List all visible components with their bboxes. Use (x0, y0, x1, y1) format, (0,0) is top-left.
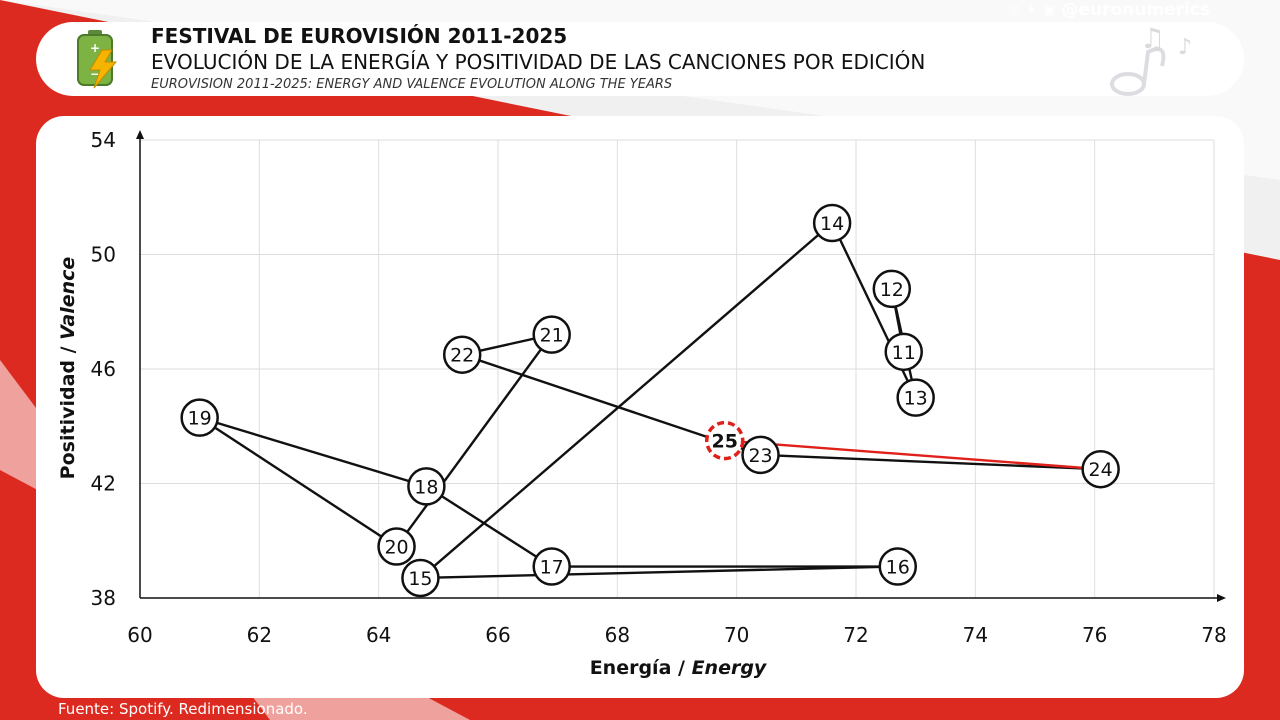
social-bar: ◎ ✦ ▣ @euronumerics (1009, 0, 1210, 20)
y-axis-title: Positividad / Valence (57, 256, 79, 480)
edition-marker (532, 315, 571, 354)
edition-label: 17 (540, 557, 564, 579)
social-handle[interactable]: @euronumerics (1061, 0, 1210, 20)
edition-label: 24 (1089, 459, 1113, 481)
trajectory-segment (724, 439, 1101, 471)
edition-label: 21 (540, 325, 564, 347)
chart-subtitle-english: EUROVISION 2011-2025: ENERGY AND VALENCE… (151, 77, 673, 92)
x-axis-title: Energía / Energy (589, 657, 767, 679)
edition-marker (180, 398, 219, 437)
x-tick-label: 74 (963, 623, 988, 647)
edition-label: 14 (820, 213, 844, 235)
edition-label: 20 (384, 536, 408, 558)
edition-marker (377, 527, 416, 566)
y-axis-arrow (136, 130, 144, 139)
x-tick-label: 68 (605, 623, 630, 647)
x-tick-label: 70 (724, 623, 749, 647)
edition-marker (878, 547, 918, 586)
trajectory-segment (395, 333, 553, 548)
x-axis-arrow (1217, 594, 1226, 602)
y-tick-label: 50 (91, 243, 116, 267)
svg-text:−: − (90, 67, 100, 81)
edition-marker (407, 467, 446, 506)
trajectory-segment (420, 565, 898, 580)
edition-label: 19 (188, 408, 212, 430)
edition-marker (896, 378, 935, 417)
chart-card: 60 62 64 66 68 70 72 74 76 78 38 42 46 50 54 11 12 13 14 1… (36, 116, 1244, 698)
edition-label: 13 (904, 388, 928, 410)
tick-labels: 60 62 64 66 68 70 72 74 76 78 38 42 46 50 54 (91, 128, 1227, 647)
x-tick-label: 72 (843, 623, 868, 647)
trajectory (199, 222, 1101, 580)
edition-marker (401, 558, 440, 598)
trajectory-segment (199, 416, 398, 548)
y-tick-label: 46 (91, 357, 116, 381)
music-notes-icon: ♫ ♪ (1110, 22, 1192, 96)
trajectory-segment (831, 222, 917, 399)
edition-marker (442, 335, 482, 374)
battery-icon: + − (77, 30, 118, 89)
edition-marker (741, 435, 780, 475)
edition-marker (872, 269, 912, 309)
trajectory-segment (199, 416, 427, 488)
facebook-icon[interactable]: ▣ (1043, 2, 1056, 18)
edition-marker (1081, 449, 1120, 489)
edition-marker (704, 420, 745, 461)
edition-label: 23 (748, 445, 772, 467)
edition-label: 22 (450, 345, 474, 367)
trajectory-segment (425, 485, 553, 568)
trajectory-segment (419, 222, 833, 579)
chart-subtitle: EVOLUCIÓN DE LA ENERGÍA Y POSITIVIDAD DE… (151, 50, 926, 74)
edition-label: 25 (712, 431, 738, 453)
trajectory-segment (760, 453, 1101, 471)
source-note: Fuente: Spotify. Redimensionado. (58, 700, 308, 718)
svg-text:♪: ♪ (1178, 35, 1192, 60)
edition-marker (812, 203, 852, 243)
y-tick-label: 38 (91, 586, 116, 610)
x-tick-label: 64 (366, 623, 391, 647)
x-tick-label: 78 (1201, 623, 1226, 647)
x-tick-label: 60 (127, 623, 152, 647)
axes (136, 130, 1226, 602)
edition-label: 11 (892, 342, 916, 364)
chart-title: FESTIVAL DE EUROVISIÓN 2011-2025 (151, 24, 568, 48)
edition-label: 16 (886, 557, 910, 579)
x-tick-label: 76 (1082, 623, 1107, 647)
x-tick-label: 62 (247, 623, 272, 647)
edition-label: 18 (414, 476, 438, 498)
svg-text:+: + (90, 41, 100, 55)
svg-text:♫: ♫ (1140, 22, 1165, 55)
header-card (36, 22, 1244, 96)
edition-marker (532, 547, 571, 586)
edition-label: 15 (408, 568, 432, 590)
edition-marker (884, 332, 923, 372)
instagram-icon[interactable]: ◎ (1008, 2, 1021, 18)
grid (139, 139, 1215, 599)
y-tick-label: 54 (91, 128, 116, 152)
y-tick-label: 42 (91, 472, 116, 496)
data-points: 11 12 13 14 15 16 17 18 19 20 21 22 23 24 25 (180, 203, 1120, 598)
x-tick-label: 66 (485, 623, 510, 647)
edition-label: 12 (880, 279, 904, 301)
bluesky-icon[interactable]: ✦ (1026, 2, 1038, 18)
